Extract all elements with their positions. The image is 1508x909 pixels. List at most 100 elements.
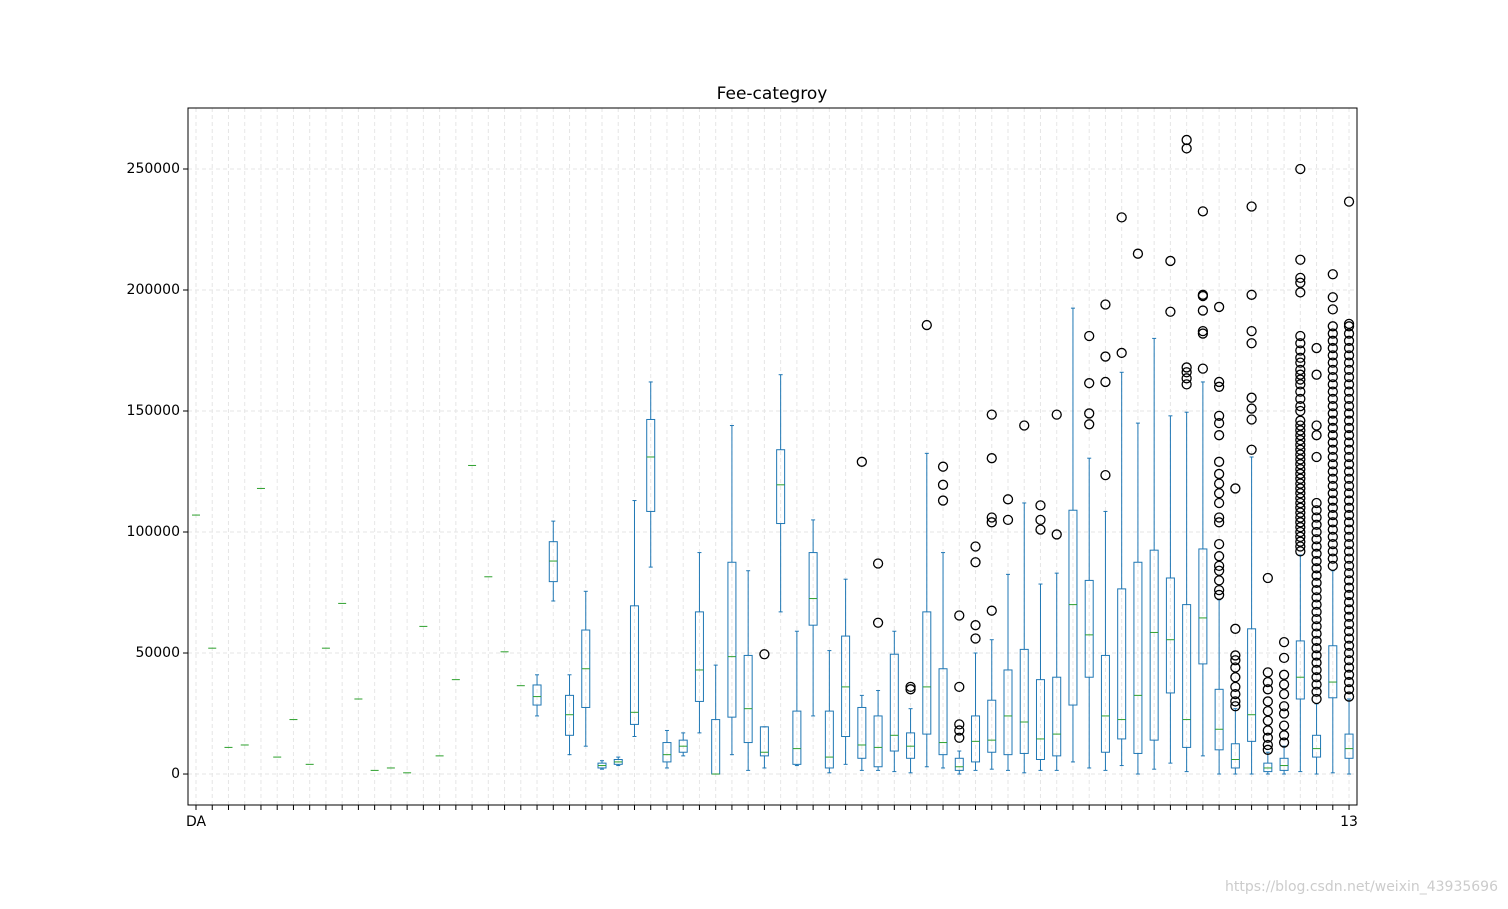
outlier [986,605,997,616]
outlier [1246,392,1257,403]
outlier [1343,371,1355,383]
outlier [1262,696,1273,707]
outlier [1343,350,1355,361]
outlier [1311,643,1322,654]
outlier [1311,577,1322,588]
outlier [1343,538,1355,550]
outlier [1295,254,1306,265]
outlier [1295,163,1306,175]
outlier [1327,531,1338,542]
outlier [1327,393,1338,405]
outlier [1100,469,1111,481]
outlier [954,725,965,736]
box [759,726,769,757]
outlier [1343,393,1355,405]
outlier [1327,509,1338,521]
outlier [1230,689,1241,700]
outlier [1213,430,1225,441]
outlier [1295,468,1306,480]
outlier [1230,623,1241,634]
outlier [1327,437,1338,448]
outlier [1311,541,1322,552]
outlier [1278,636,1290,648]
outlier [1327,328,1338,339]
outlier [1165,306,1176,317]
outlier [1311,519,1322,530]
box [792,710,802,765]
watermark: https://blog.csdn.net/weixin_43935696 [1225,879,1498,895]
outlier [1343,495,1355,506]
outlier [1311,505,1322,516]
outlier [1230,672,1241,683]
box [1133,561,1143,754]
outlier [1262,676,1273,688]
outlier [1295,502,1306,513]
outlier [1343,589,1355,601]
outlier [1311,563,1322,574]
box [1182,604,1192,748]
outlier [1327,517,1338,528]
outlier [1295,512,1306,523]
outlier [1311,592,1322,603]
box [841,635,851,738]
outlier [1278,652,1290,664]
outlier [970,557,981,568]
outlier [1311,420,1322,431]
box [987,699,997,753]
box [548,541,558,583]
outlier [1295,546,1306,557]
outlier [1343,451,1355,463]
outlier [1197,363,1209,374]
outlier [1311,584,1322,596]
outlier [1295,536,1306,547]
outlier [1181,379,1192,390]
outlier [1327,546,1338,557]
outlier [1343,640,1355,651]
outlier [1246,403,1257,414]
outlier [1295,345,1306,356]
box [1084,579,1094,678]
outlier [1213,551,1225,562]
outlier [1262,667,1273,678]
outlier [1327,422,1338,434]
outlier [1213,468,1225,480]
outlier [1327,292,1338,303]
outlier [1343,342,1355,354]
outlier [1327,401,1338,412]
outlier [1327,321,1338,332]
outlier [1295,430,1306,441]
outlier [1262,725,1273,736]
outlier [1295,415,1306,426]
outlier [1295,449,1306,460]
outlier [872,617,884,628]
outlier [1343,408,1355,419]
outlier [1295,386,1306,397]
box [1295,640,1305,700]
outlier [1295,357,1306,368]
outlier [1327,269,1338,280]
outlier [1343,480,1355,492]
outlier [1246,444,1257,455]
box [906,732,916,759]
outlier [1295,492,1306,504]
outlier [1343,473,1355,484]
outlier [970,620,981,631]
outlier [1295,425,1306,436]
outlier [1311,555,1322,567]
outlier [1295,434,1306,446]
outlier [1343,466,1355,477]
x-tick-label: DA [186,814,207,830]
outlier [1051,409,1062,420]
outlier [1311,672,1322,683]
outlier [1181,362,1192,373]
outlier [986,512,997,523]
outlier [1343,357,1355,368]
outlier [1295,526,1306,538]
outlier [1327,459,1338,470]
outlier [1295,444,1306,455]
outlier [954,719,965,730]
box [629,605,639,725]
outlier [1181,373,1192,384]
outlier [1295,330,1306,342]
box [938,668,948,756]
